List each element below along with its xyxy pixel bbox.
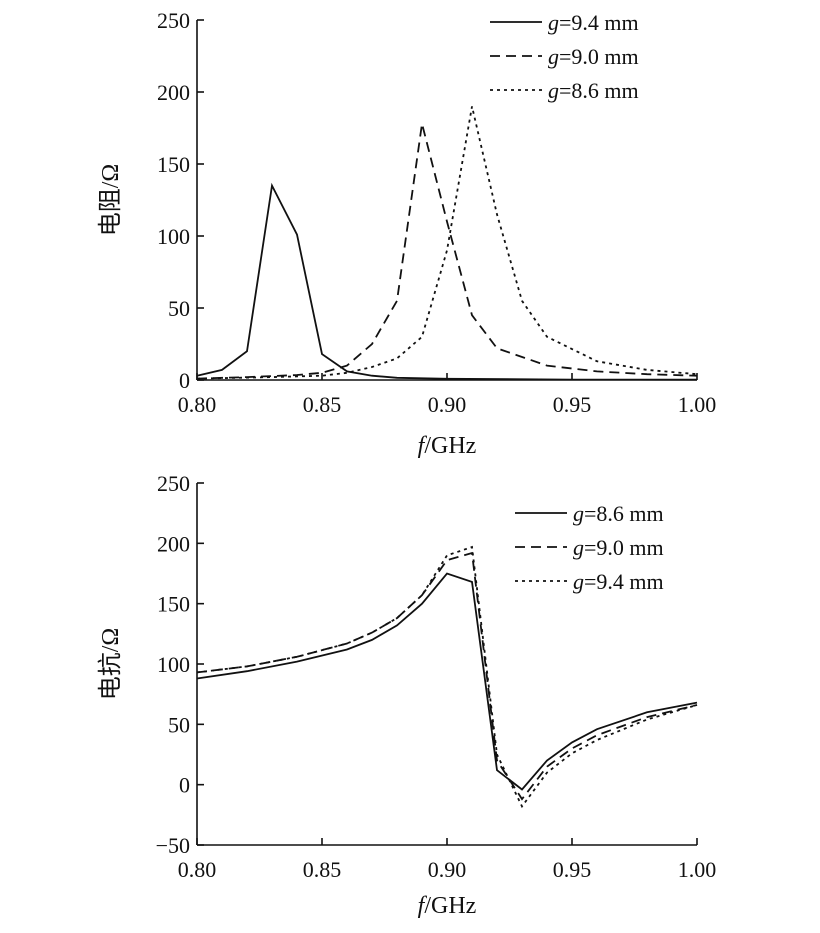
series-line-3 [196, 106, 698, 380]
y-tick-label: 250 [157, 471, 190, 496]
legend-label: g=9.0 mm [548, 44, 639, 69]
y-tick-label: −50 [156, 833, 190, 858]
legend-label: g=9.4 mm [548, 10, 639, 35]
x-axis-label: f/GHz [418, 433, 477, 459]
x-tick-label: 0.90 [428, 857, 467, 882]
x-tick-label: 0.85 [303, 857, 342, 882]
legend-label: g=9.0 mm [573, 535, 664, 560]
y-axis-label: 电抗/Ω [97, 628, 124, 701]
x-tick-label: 1.00 [678, 857, 717, 882]
y-tick-label: 0 [179, 773, 190, 798]
y-tick-label: 150 [157, 152, 190, 177]
y-tick-label: 50 [168, 296, 190, 321]
x-tick-label: 0.95 [553, 392, 592, 417]
series-line-1 [196, 572, 698, 791]
y-tick-label: 250 [157, 8, 190, 33]
series-line-2 [196, 123, 698, 380]
x-tick-label: 0.80 [178, 392, 217, 417]
legend-label: g=8.6 mm [548, 78, 639, 103]
y-tick-label: 200 [157, 531, 190, 556]
chart-1: 0.80 0.85 0.90 0.95 1.00 0 50 100 150 200 250 电阻/Ω f… [97, 8, 716, 459]
legend-label: g=8.6 mm [573, 501, 664, 526]
x-axis-label: f/GHz [418, 893, 477, 919]
x-tick-label: 0.95 [553, 857, 592, 882]
x-tick-label: 0.85 [303, 392, 342, 417]
y-tick-label: 0 [179, 368, 190, 393]
y-tick-label: 100 [157, 224, 190, 249]
y-tick-label: 100 [157, 652, 190, 677]
y-tick-label: 50 [168, 712, 190, 737]
series-line-3 [196, 545, 698, 809]
chart-2: 0.80 0.85 0.90 0.95 1.00 −50 0 50 100 150 200 250 电抗… [97, 471, 716, 919]
x-tick-label: 0.90 [428, 392, 467, 417]
x-tick-label: 0.80 [178, 857, 217, 882]
x-tick-label: 1.00 [678, 392, 717, 417]
y-tick-label: 200 [157, 80, 190, 105]
series-line-1 [196, 182, 698, 381]
y-tick-label: 150 [157, 592, 190, 617]
legend-label: g=9.4 mm [573, 569, 664, 594]
y-axis-label: 电阻/Ω [97, 164, 124, 237]
